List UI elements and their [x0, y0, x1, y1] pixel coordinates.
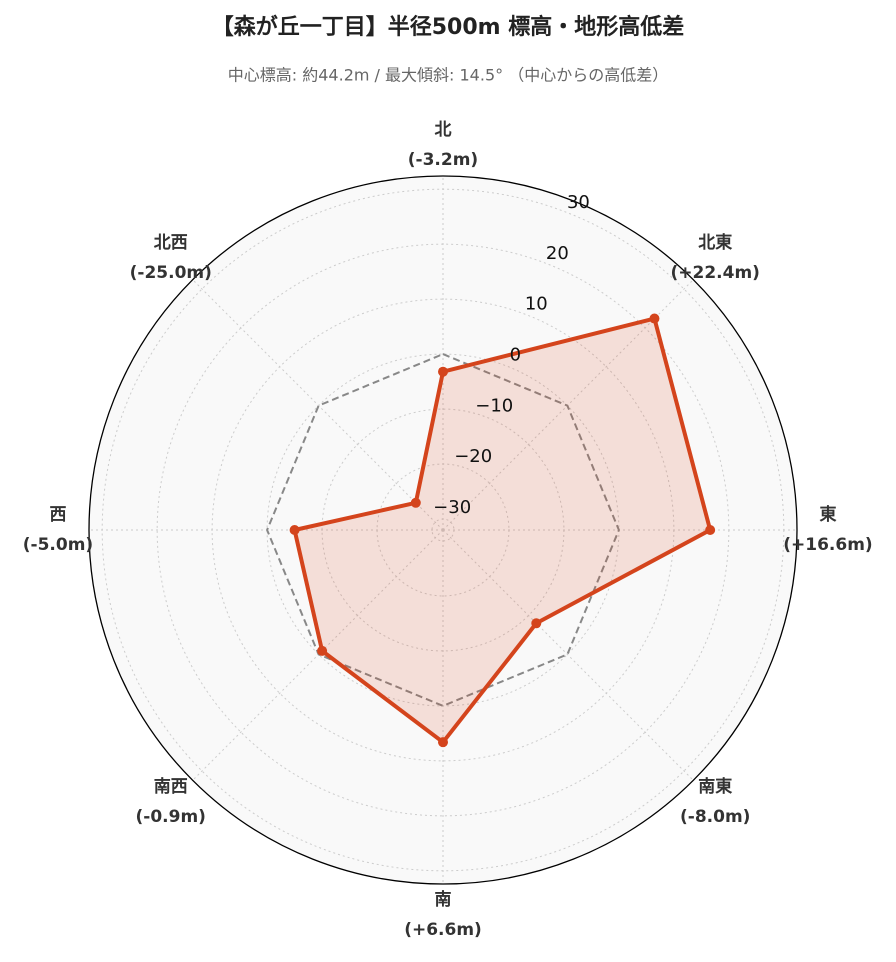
r-tick-label: 30: [567, 192, 590, 213]
category-label: 西: [50, 505, 67, 525]
category-label: 北西: [154, 233, 188, 253]
spoke: [192, 529, 444, 781]
spoke: [442, 529, 694, 781]
value-label: (+16.6m): [783, 535, 872, 555]
point: [705, 525, 716, 535]
r-tick-label: 20: [546, 243, 569, 264]
point: [438, 737, 448, 748]
category-label: 南東: [698, 776, 732, 797]
category-label: 東: [820, 504, 837, 525]
r-tick-label: −10: [475, 395, 513, 416]
point: [649, 313, 660, 324]
point: [289, 525, 300, 535]
category-label: 北: [435, 120, 452, 140]
point: [410, 497, 421, 508]
r-tick-label: 10: [525, 294, 548, 315]
point: [317, 645, 328, 656]
value-label: (-25.0m): [130, 263, 212, 283]
r-tick-label: −20: [454, 446, 492, 467]
spoke: [192, 279, 444, 531]
category-label: 南: [435, 889, 452, 910]
value-label: (+6.6m): [404, 920, 482, 940]
chart-subtitle: 中心標高: 約44.2m / 最大傾斜: 14.5° （中心からの高低差）: [228, 66, 668, 85]
r-tick-label: −30: [433, 497, 471, 518]
value-label: (-8.0m): [680, 807, 750, 827]
value-label: (-0.9m): [136, 807, 206, 827]
point: [438, 366, 448, 377]
category-label: 南西: [154, 776, 188, 797]
point: [531, 618, 542, 629]
reference-line: [266, 353, 620, 707]
chart-title: 【森が丘一丁目】半径500m 標高・地形高低差: [212, 14, 685, 40]
category-label: 北東: [698, 232, 732, 253]
value-label: (+22.4m): [671, 263, 760, 283]
r-tick-label: 0: [510, 344, 521, 365]
value-label: (-3.2m): [408, 150, 478, 170]
value-label: (-5.0m): [23, 535, 93, 555]
